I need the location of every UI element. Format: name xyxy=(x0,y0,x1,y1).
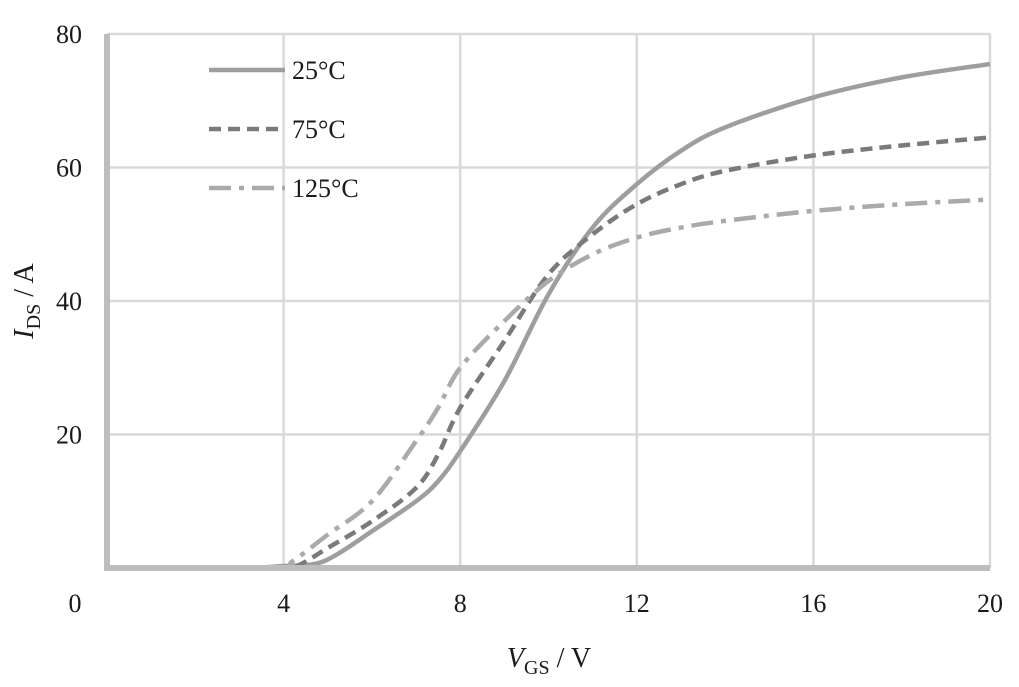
gridlines xyxy=(107,32,992,568)
series-line-3 xyxy=(106,197,991,571)
series-line-2 xyxy=(106,135,991,571)
x-tick-label: 12 xyxy=(624,589,650,618)
x-tick-label: 20 xyxy=(977,589,1003,618)
y-tick-label: 60 xyxy=(56,154,82,183)
y-tick-label: 80 xyxy=(56,20,82,49)
y-tick-label: 40 xyxy=(56,287,82,316)
y-axis-ticks: 20 40 60 80 xyxy=(56,20,82,450)
y-axis-title: IDS / A xyxy=(9,263,45,340)
legend-label-2: 75°C xyxy=(292,115,346,144)
x-axis-ticks: 0 4 8 12 16 20 xyxy=(69,589,1004,618)
x-tick-label: 16 xyxy=(800,589,826,618)
legend: 25°C 75°C 125°C xyxy=(209,56,359,203)
legend-label-3: 125°C xyxy=(292,174,359,203)
x-tick-label: 8 xyxy=(454,589,467,618)
x-tick-label: 4 xyxy=(277,589,290,618)
y-tick-label: 20 xyxy=(56,421,82,450)
x-axis-title: VGS / V xyxy=(507,643,591,679)
series-line-1 xyxy=(106,61,991,571)
x-tick-label: 0 xyxy=(69,589,82,618)
series-lines xyxy=(106,61,991,571)
legend-label-1: 25°C xyxy=(292,56,346,85)
